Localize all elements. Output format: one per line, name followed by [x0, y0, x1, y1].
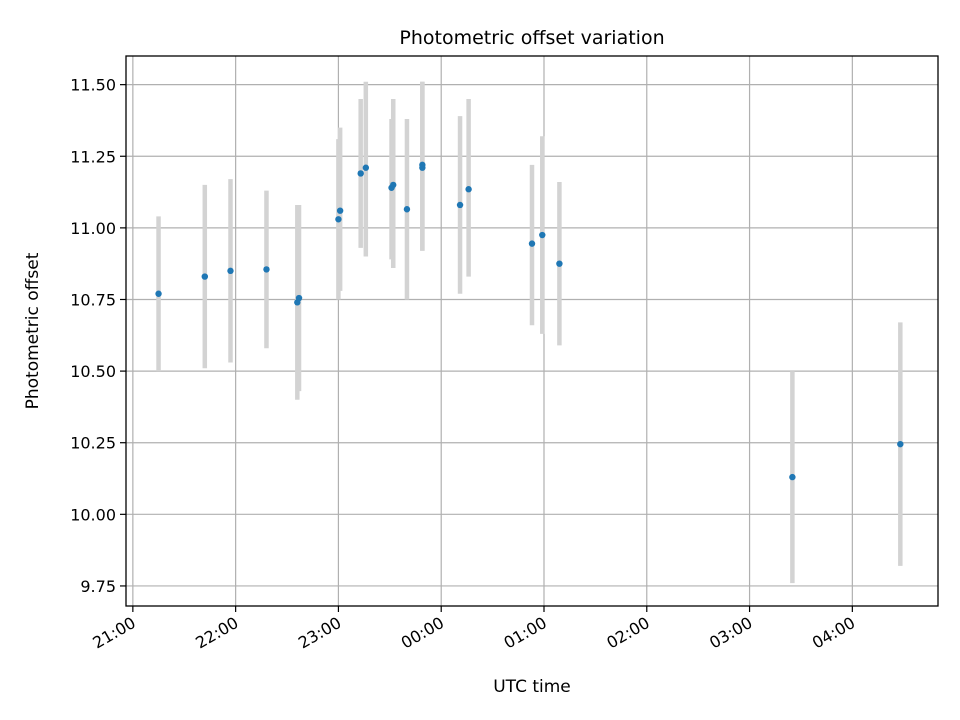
plot-area-frame — [125, 55, 939, 607]
y-tick-label: 10.25 — [70, 434, 116, 453]
y-axis-title: Photometric offset — [23, 252, 43, 409]
data-points — [155, 161, 904, 481]
y-tick-label: 11.50 — [70, 76, 116, 95]
x-axis: 21:00 22:00 23:00 00:00 01:00 02:00 03:00 04:00 — [89, 606, 858, 653]
y-axis: 9.75 10.00 10.25 10.50 10.75 11.00 11.25 11.50 — [70, 76, 126, 596]
chart-title: Photometric offset variation — [399, 27, 664, 49]
data-point — [897, 440, 904, 448]
x-tick-label: 00:00 — [398, 613, 447, 653]
data-point — [528, 240, 536, 247]
x-tick-label: 03:00 — [706, 613, 755, 653]
x-tick-label: 01:00 — [501, 613, 550, 653]
y-tick-label: 10.75 — [70, 290, 116, 309]
data-point — [335, 216, 342, 223]
y-tick-label: 11.25 — [70, 147, 116, 166]
data-point — [227, 267, 234, 275]
data-point — [362, 164, 370, 171]
x-tick-label: 22:00 — [192, 613, 241, 653]
x-tick-label: 21:00 — [89, 613, 138, 653]
data-point — [263, 266, 270, 273]
x-tick-label: 04:00 — [809, 613, 858, 653]
data-point — [336, 207, 344, 214]
data-point — [465, 186, 472, 193]
data-point — [357, 170, 364, 177]
data-point — [201, 273, 209, 280]
x-tick-label: 23:00 — [295, 613, 344, 653]
x-axis-title: UTC time — [493, 677, 571, 697]
data-point — [456, 201, 464, 209]
y-tick-label: 11.00 — [70, 219, 116, 238]
data-point — [556, 260, 563, 267]
data-point — [403, 206, 411, 213]
error-bars — [156, 81, 903, 584]
grid-lines — [126, 56, 938, 606]
x-tick-label: 02:00 — [603, 613, 652, 653]
data-point — [295, 294, 303, 302]
y-tick-label: 10.00 — [70, 505, 116, 524]
y-tick-label: 9.75 — [80, 577, 116, 596]
data-point — [789, 473, 796, 481]
y-tick-label: 10.50 — [70, 362, 116, 381]
data-point — [539, 231, 546, 239]
data-point — [155, 290, 162, 297]
data-point — [390, 181, 397, 189]
data-point — [419, 164, 426, 171]
